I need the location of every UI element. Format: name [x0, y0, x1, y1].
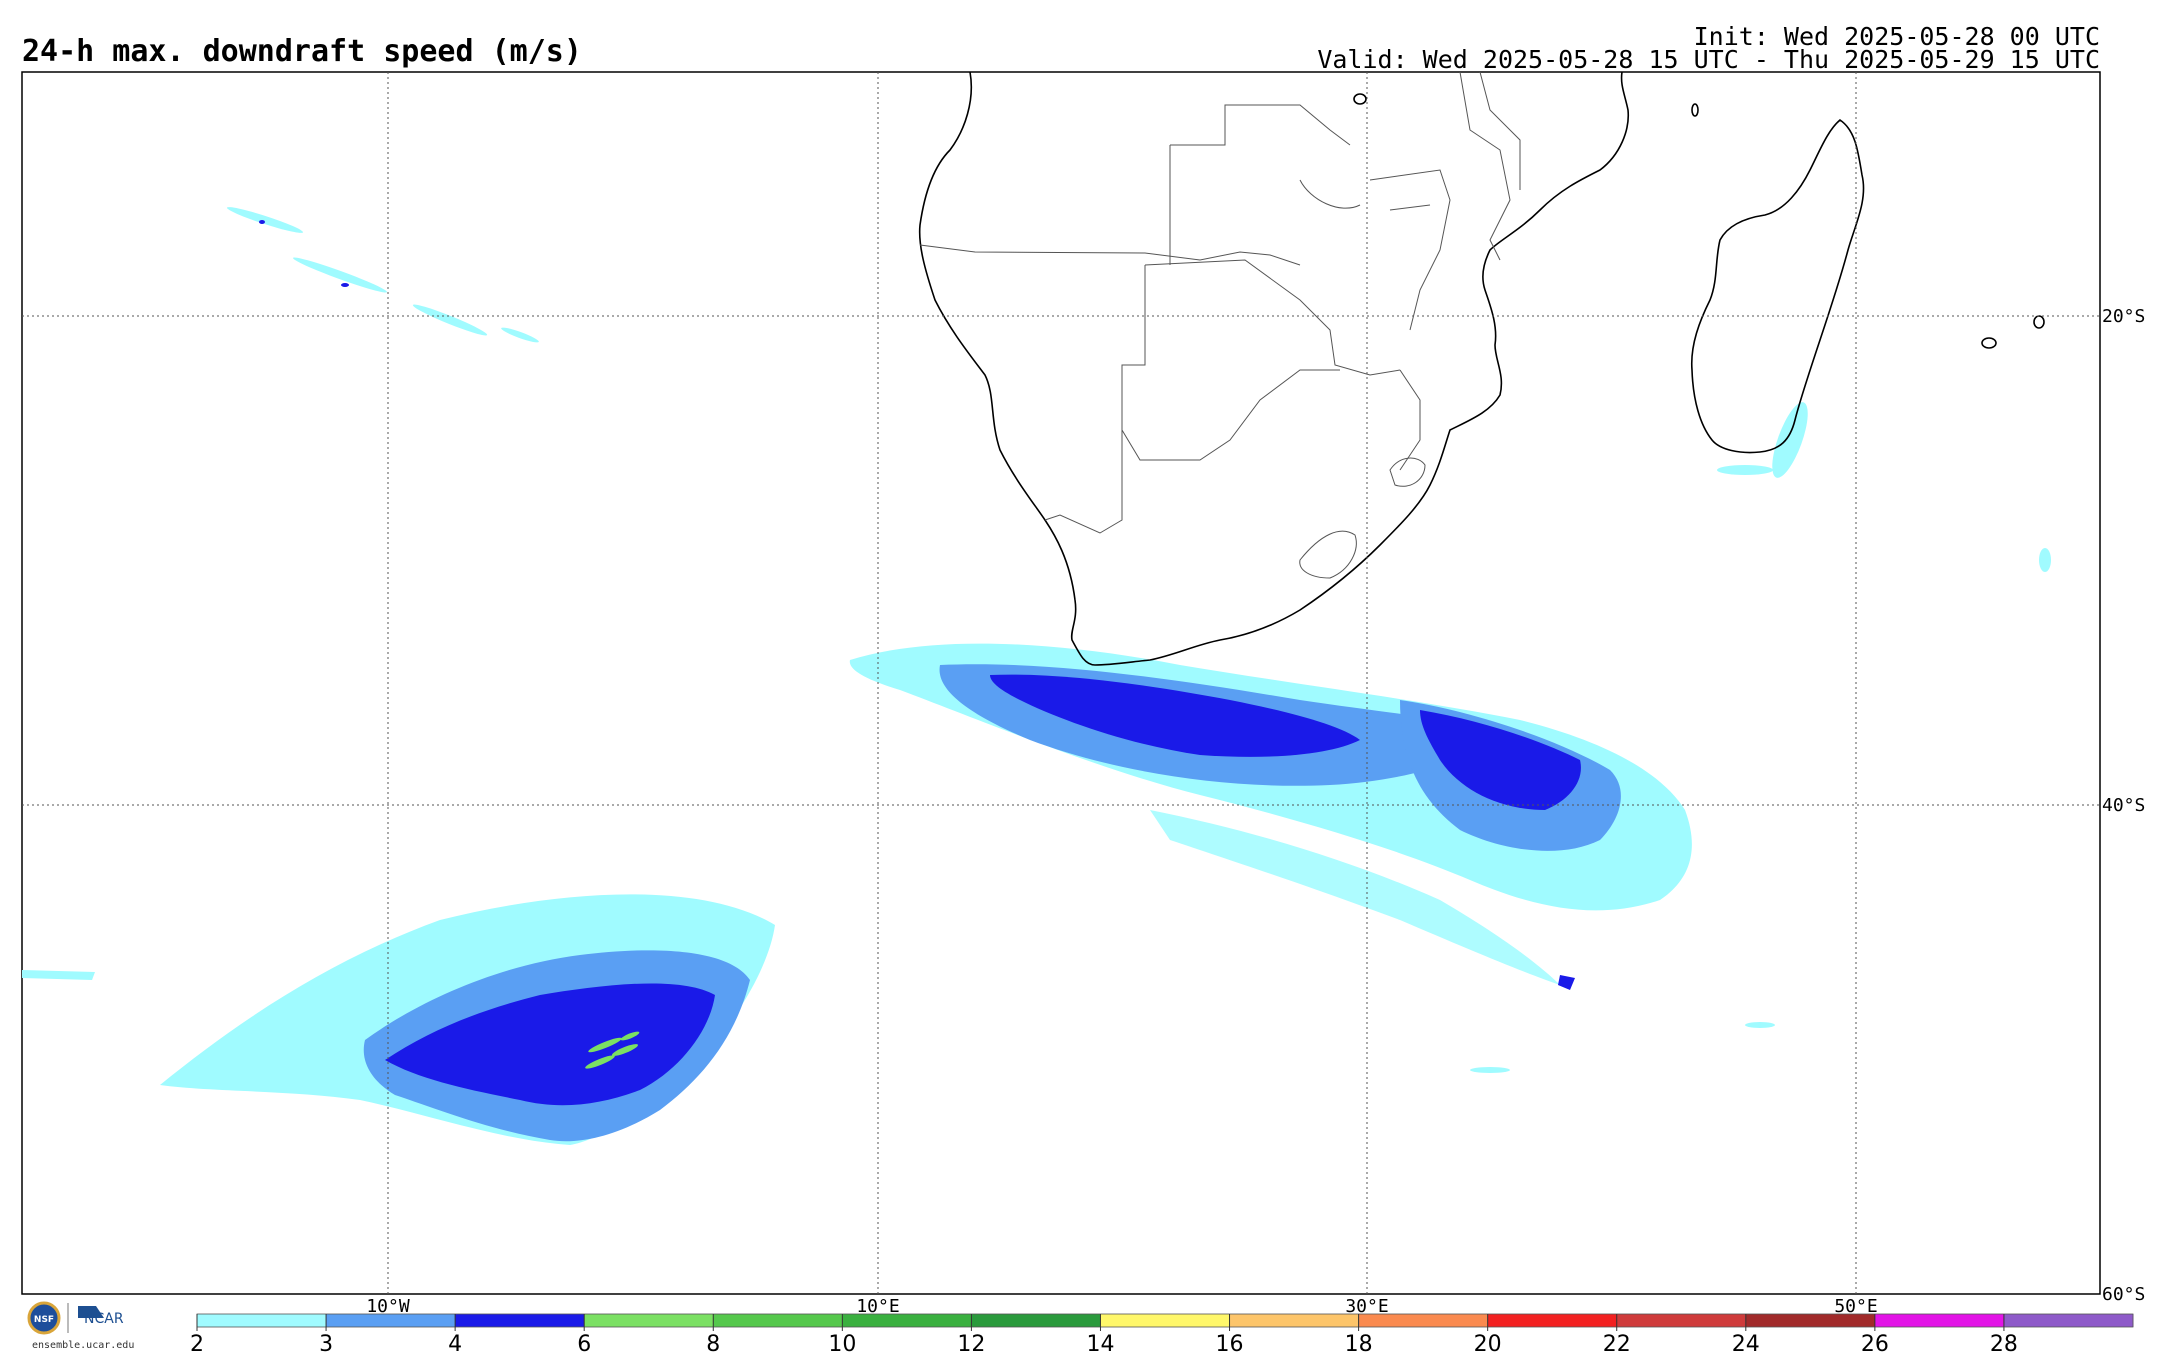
colorbar-tick-label: 18: [1345, 1332, 1373, 1354]
lat-label-40s: 40°S: [2102, 795, 2145, 816]
colorbar-tick-label: 4: [448, 1332, 462, 1354]
colorbar-tick-label: 8: [706, 1332, 720, 1354]
colorbar-swatch: [971, 1314, 1101, 1327]
colorbar-tick-label: 2: [190, 1332, 204, 1354]
colorbar-swatch: [1487, 1314, 1618, 1327]
downdraft-shading: [22, 207, 2051, 1145]
lon-label-50e: 50°E: [1834, 1296, 1877, 1317]
colorbar-swatch: [1745, 1314, 1876, 1327]
colorbar-swatch: [584, 1314, 714, 1327]
lon-label-30e: 30°E: [1345, 1296, 1388, 1317]
colorbar-swatch: [1616, 1314, 1747, 1327]
colorbar-swatch: [1100, 1314, 1231, 1327]
colorbar-swatch: [455, 1314, 585, 1327]
lat-label-60s: 60°S: [2102, 1284, 2145, 1305]
colorbar-swatch: [197, 1314, 327, 1327]
lon-label-10w: 10°W: [366, 1296, 410, 1317]
atlantic-system: [22, 894, 775, 1145]
colorbar-swatch: [1229, 1314, 1360, 1327]
logo-block: NSF NCAR ensemble.ucar.edu: [27, 1301, 134, 1351]
colorbar-swatch: [326, 1314, 456, 1327]
nsf-logo-text: NSF: [34, 1315, 54, 1325]
cape-system: [849, 643, 1692, 990]
ncar-logo-text: NCAR: [84, 1311, 124, 1327]
colorbar-tick-label: 20: [1474, 1332, 1502, 1354]
colorbar-tick-label: 6: [577, 1332, 591, 1354]
ncar-logo: NCAR: [78, 1306, 124, 1327]
colorbar-tick-label: 12: [957, 1332, 985, 1354]
colorbar-swatch: [713, 1314, 843, 1327]
colorbar-tick-label: 22: [1603, 1332, 1631, 1354]
colorbar-tick-label: 24: [1732, 1332, 1760, 1354]
colorbar-swatch: [1874, 1314, 2005, 1327]
lat-label-20s: 20°S: [2102, 306, 2145, 327]
graticule: [22, 72, 2100, 1294]
map-panel: 20°S 40°S 60°S 10°W 10°E 30°E 50°E: [21, 71, 2145, 1317]
country-borders: [919, 71, 1521, 579]
colorbar: 2 3 4 6 8 10 12 14 16 18 20 22 24 26 28: [190, 1313, 2134, 1354]
scattered-patches: [226, 207, 2051, 1073]
nsf-logo: NSF: [27, 1301, 61, 1335]
valid-time: Valid: Wed 2025-05-28 15 UTC - Thu 2025-…: [1317, 45, 2100, 74]
map-title: 24-h max. downdraft speed (m/s): [22, 34, 582, 69]
colorbar-tick-label: 28: [1990, 1332, 2018, 1354]
logo-url: ensemble.ucar.edu: [32, 1340, 134, 1351]
colorbar-swatch: [1358, 1314, 1489, 1327]
colorbar-swatch: [842, 1314, 972, 1327]
lon-label-10e: 10°E: [856, 1296, 899, 1317]
colorbar-tick-label: 14: [1086, 1332, 1114, 1354]
init-time: Init: Wed 2025-05-28 00 UTC: [1694, 22, 2100, 51]
colorbar-tick-label: 26: [1861, 1332, 1889, 1354]
colorbar-tick-label: 16: [1216, 1332, 1244, 1354]
colorbar-tick-label: 10: [828, 1332, 856, 1354]
colorbar-swatch: [2003, 1314, 2134, 1327]
colorbar-tick-label: 3: [319, 1332, 333, 1354]
